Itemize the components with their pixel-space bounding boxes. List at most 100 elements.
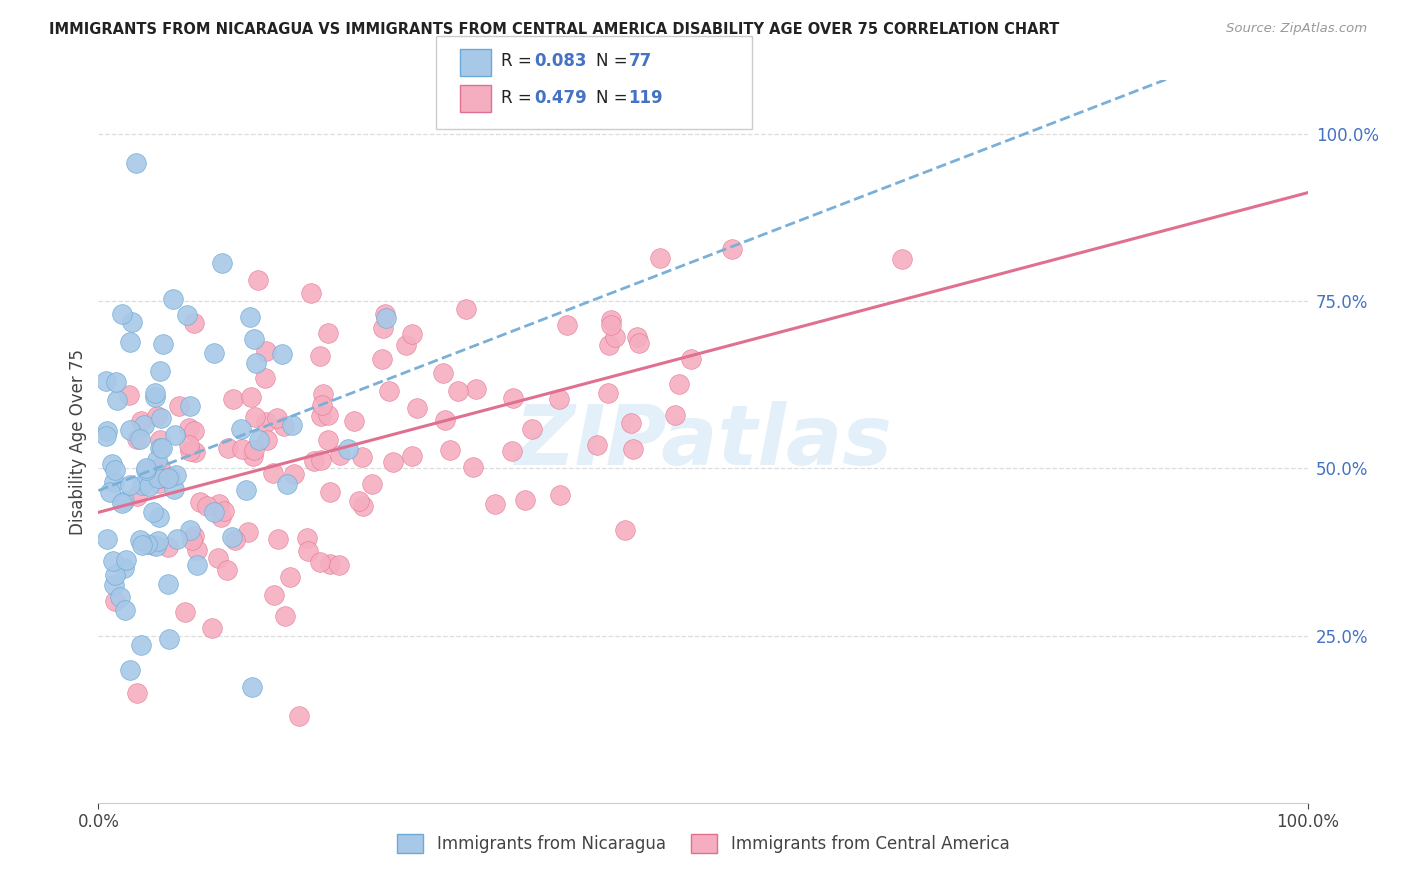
Point xyxy=(135,463,157,477)
Point xyxy=(520,422,543,436)
Point xyxy=(152,441,174,455)
Point xyxy=(288,708,311,723)
Point xyxy=(166,533,188,547)
Point xyxy=(148,433,170,447)
Text: 77: 77 xyxy=(628,52,652,70)
Point xyxy=(121,315,143,329)
Point xyxy=(214,504,236,518)
Point xyxy=(142,538,165,552)
Point xyxy=(129,638,152,652)
Point xyxy=(184,445,207,459)
Point xyxy=(664,409,686,423)
Point xyxy=(273,609,295,624)
Point xyxy=(104,568,127,582)
Point xyxy=(278,570,301,584)
Point xyxy=(501,444,523,458)
Point xyxy=(98,485,121,500)
Point xyxy=(96,532,118,546)
Point xyxy=(146,533,169,548)
Point xyxy=(621,442,644,456)
Point xyxy=(148,509,170,524)
Point xyxy=(179,523,201,537)
Point xyxy=(217,442,239,456)
Point xyxy=(207,550,229,565)
Point xyxy=(256,433,278,447)
Point xyxy=(242,332,264,346)
Point xyxy=(433,413,456,427)
Point xyxy=(456,301,478,316)
Point xyxy=(603,330,626,344)
Point xyxy=(208,497,231,511)
Point xyxy=(304,454,326,468)
Point xyxy=(347,494,370,508)
Point xyxy=(256,343,278,358)
Point xyxy=(221,530,243,544)
Point xyxy=(94,429,117,443)
Point xyxy=(146,453,169,467)
Point xyxy=(186,558,208,573)
Point xyxy=(235,483,257,497)
Point xyxy=(118,663,141,677)
Point xyxy=(350,450,373,464)
Point xyxy=(157,541,180,555)
Point xyxy=(281,417,304,432)
Point xyxy=(628,335,651,350)
Point xyxy=(361,477,384,491)
Point xyxy=(502,391,524,405)
Point xyxy=(173,605,195,619)
Text: N =: N = xyxy=(596,52,633,70)
Point xyxy=(267,532,290,546)
Point xyxy=(169,399,191,413)
Point xyxy=(149,363,172,377)
Point xyxy=(316,408,339,422)
Point xyxy=(104,463,127,477)
Point xyxy=(253,371,276,385)
Point xyxy=(125,156,148,170)
Point xyxy=(309,349,332,363)
Point xyxy=(231,442,253,457)
Point xyxy=(240,681,263,695)
Point xyxy=(105,393,128,408)
Point xyxy=(229,422,252,436)
Point xyxy=(371,321,394,335)
Point xyxy=(128,533,150,547)
Point xyxy=(157,577,180,591)
Point xyxy=(215,563,238,577)
Point xyxy=(100,457,122,471)
Point xyxy=(115,553,138,567)
Point xyxy=(311,453,333,467)
Point xyxy=(157,632,180,646)
Point xyxy=(108,590,131,604)
Point xyxy=(548,392,571,406)
Point xyxy=(620,416,643,430)
Text: R =: R = xyxy=(501,89,537,107)
Point xyxy=(720,243,742,257)
Point xyxy=(211,256,233,270)
Point xyxy=(371,351,394,366)
Point xyxy=(111,495,134,509)
Point xyxy=(111,308,134,322)
Point xyxy=(352,499,374,513)
Point xyxy=(165,467,187,482)
Point xyxy=(145,539,167,553)
Point xyxy=(224,533,246,548)
Point xyxy=(548,488,571,502)
Point xyxy=(195,500,218,514)
Point xyxy=(188,494,211,508)
Point xyxy=(183,529,205,543)
Point xyxy=(337,442,360,457)
Point xyxy=(648,251,671,265)
Point xyxy=(120,335,142,350)
Point xyxy=(668,376,690,391)
Text: IMMIGRANTS FROM NICARAGUA VS IMMIGRANTS FROM CENTRAL AMERICA DISABILITY AGE OVER: IMMIGRANTS FROM NICARAGUA VS IMMIGRANTS … xyxy=(49,22,1060,37)
Point xyxy=(311,398,333,412)
Point xyxy=(299,286,322,301)
Point xyxy=(129,414,152,428)
Point xyxy=(209,509,232,524)
Point xyxy=(247,433,270,447)
Point xyxy=(183,316,205,330)
Point xyxy=(149,459,172,474)
Point xyxy=(104,594,127,608)
Point xyxy=(148,475,170,490)
Point xyxy=(163,428,186,442)
